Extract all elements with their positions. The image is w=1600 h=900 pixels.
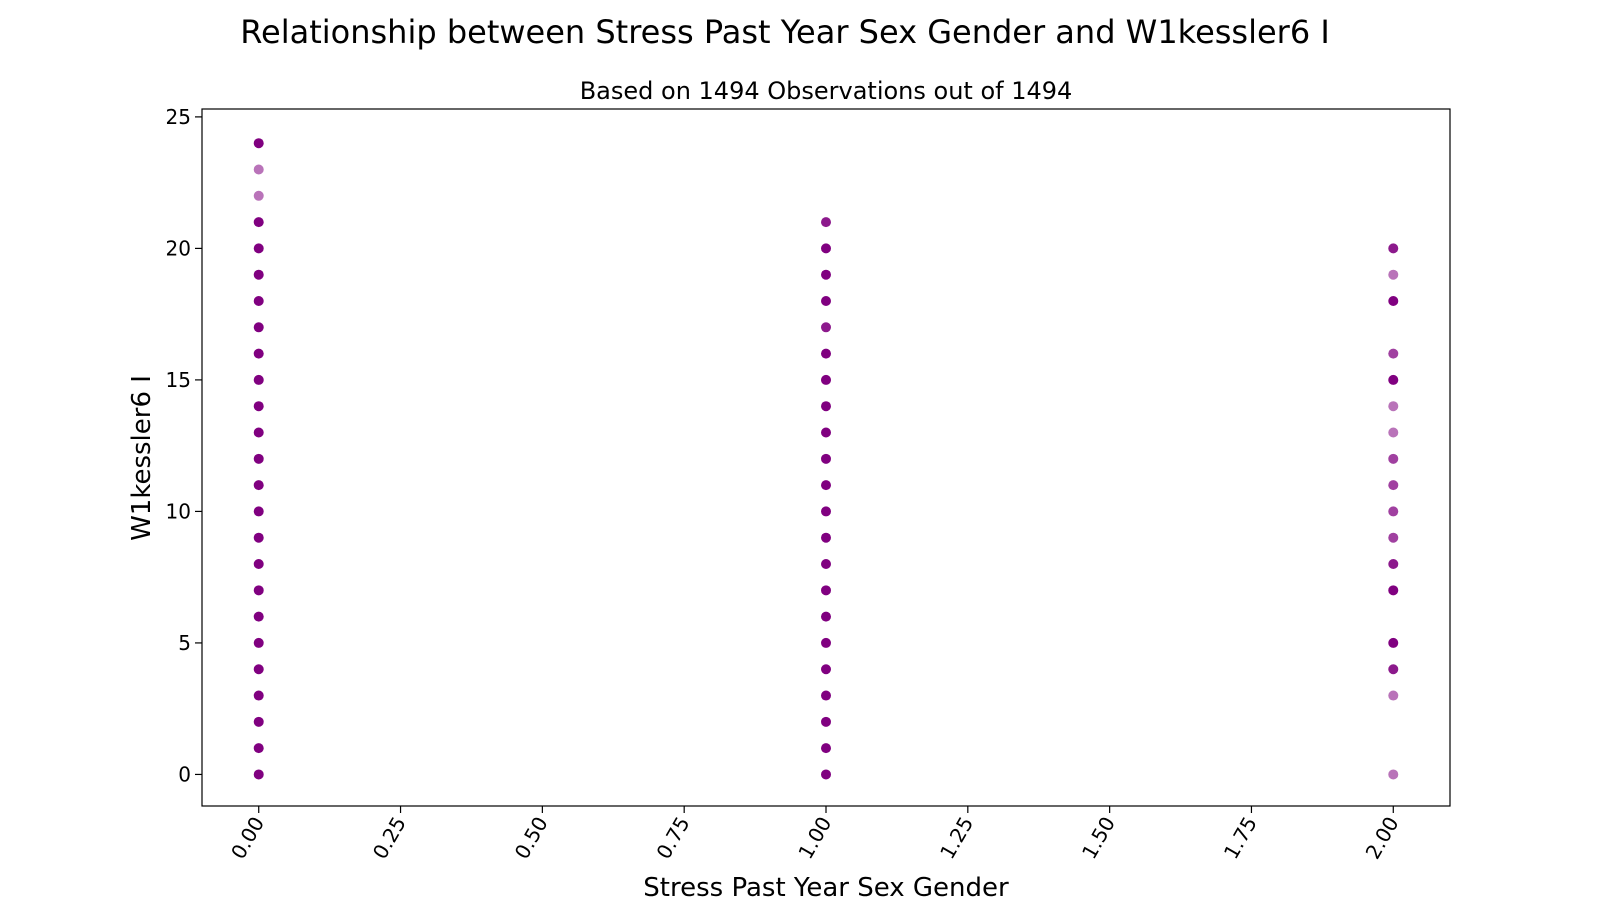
data-point <box>1388 374 1399 385</box>
data-point <box>1388 506 1399 517</box>
data-point <box>821 637 831 648</box>
data-point <box>821 690 831 701</box>
data-points <box>253 138 1399 780</box>
y-axis-ticks: 0 5 10 15 20 25 <box>166 105 202 786</box>
data-point <box>1388 585 1399 596</box>
x-tick-label: 1.50 <box>1077 813 1120 864</box>
data-point <box>821 532 831 543</box>
data-point <box>253 637 264 648</box>
x-tick-label: 0.25 <box>368 813 411 864</box>
data-point <box>821 453 831 464</box>
data-point <box>253 401 264 412</box>
data-point <box>253 664 264 675</box>
data-point <box>821 664 831 675</box>
y-tick-label: 5 <box>178 631 191 655</box>
y-tick-label: 0 <box>178 762 191 786</box>
data-point <box>1388 348 1399 359</box>
data-point <box>253 348 264 359</box>
x-axis-ticks: 0.00 0.25 0.50 0.75 1.00 1.25 1.50 1.75 2.00 <box>226 806 1404 863</box>
data-point <box>821 374 831 385</box>
data-point <box>253 453 264 464</box>
data-point <box>1388 269 1399 280</box>
x-tick-label: 0.50 <box>510 813 553 864</box>
y-tick-label: 20 <box>166 236 191 260</box>
data-point <box>253 322 264 333</box>
data-point <box>821 716 831 727</box>
data-point <box>253 374 264 385</box>
data-point <box>821 348 831 359</box>
data-point <box>821 322 831 333</box>
data-point <box>821 506 831 517</box>
data-point <box>253 611 264 622</box>
chart-subtitle: Based on 1494 Observations out of 1494 <box>580 77 1073 105</box>
data-point <box>1388 532 1399 543</box>
data-point <box>253 296 264 307</box>
data-point <box>1388 401 1399 412</box>
data-point <box>821 480 831 491</box>
data-point <box>253 164 264 175</box>
data-point <box>253 217 264 228</box>
data-point <box>821 427 831 438</box>
data-point <box>253 480 264 491</box>
y-tick-label: 25 <box>166 105 191 129</box>
x-tick-label: 1.00 <box>793 813 836 864</box>
data-point <box>821 769 831 780</box>
data-point <box>1388 769 1399 780</box>
data-point <box>253 269 264 280</box>
data-point <box>821 217 831 228</box>
x-tick-label: 0.75 <box>651 813 694 864</box>
data-point <box>1388 427 1399 438</box>
data-point <box>253 743 264 754</box>
data-point <box>1388 637 1399 648</box>
data-point <box>1388 664 1399 675</box>
data-point <box>253 716 264 727</box>
data-point <box>253 190 264 201</box>
x-axis-label: Stress Past Year Sex Gender <box>643 873 1009 900</box>
chart-title: Relationship between Stress Past Year Se… <box>240 13 1330 51</box>
data-point <box>1388 296 1399 307</box>
data-point <box>253 690 264 701</box>
data-point <box>253 559 264 570</box>
data-point <box>1388 480 1399 491</box>
data-point <box>821 611 831 622</box>
data-point <box>821 296 831 307</box>
data-point <box>821 243 831 254</box>
data-point <box>821 585 831 596</box>
data-point <box>1388 453 1399 464</box>
y-tick-label: 10 <box>166 499 191 523</box>
x-tick-label: 2.00 <box>1361 813 1404 864</box>
y-axis-label: W1kessler6 I <box>127 375 157 541</box>
x-tick-label: 1.75 <box>1219 813 1262 864</box>
data-point <box>1388 243 1399 254</box>
x-tick-label: 1.25 <box>935 813 978 864</box>
data-point <box>821 269 831 280</box>
data-point <box>253 243 264 254</box>
y-tick-label: 15 <box>166 368 191 392</box>
data-point <box>821 401 831 412</box>
data-point <box>253 506 264 517</box>
data-point <box>253 138 264 149</box>
x-tick-label: 0.00 <box>226 813 269 864</box>
data-point <box>253 427 264 438</box>
data-point <box>1388 559 1399 570</box>
data-point <box>253 769 264 780</box>
data-point <box>253 585 264 596</box>
data-point <box>821 559 831 570</box>
data-point <box>1388 690 1399 701</box>
data-point <box>821 743 831 754</box>
data-point <box>253 532 264 543</box>
